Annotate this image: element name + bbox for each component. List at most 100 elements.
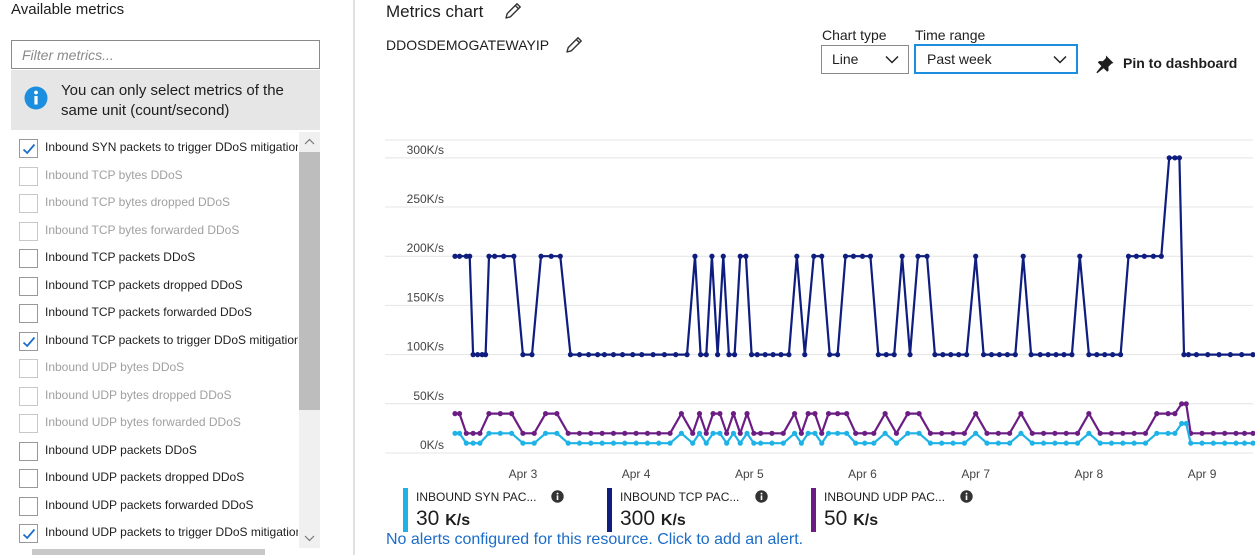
- checkbox-checked[interactable]: [19, 331, 38, 351]
- checkbox-checked[interactable]: [19, 139, 38, 158]
- metric-item[interactable]: Inbound SYN packets to trigger DDoS miti…: [11, 135, 298, 162]
- metric-item[interactable]: Inbound UDP packets DDoS: [11, 438, 298, 465]
- info-icon[interactable]: [755, 490, 768, 503]
- edit-title-pencil-icon[interactable]: [502, 0, 524, 22]
- edit-resource-pencil-icon[interactable]: [563, 34, 585, 56]
- checkbox-checked[interactable]: [19, 524, 38, 543]
- metric-item[interactable]: Inbound TCP bytes forwarded DDoS: [11, 218, 298, 245]
- checkbox-unchecked[interactable]: [19, 496, 38, 516]
- metric-item[interactable]: Inbound TCP bytes DDoS: [11, 163, 298, 190]
- series-inbound-tcp-pac-: [452, 155, 1255, 358]
- legend-value: 50 K/s: [824, 507, 878, 531]
- data-point: [780, 440, 786, 446]
- data-point: [1086, 430, 1092, 436]
- panel-title: Available metrics: [11, 1, 125, 18]
- data-point: [452, 411, 458, 417]
- time-range-dropdown[interactable]: Past week: [914, 44, 1078, 74]
- legend-item[interactable]: INBOUND TCP PAC... 300 K/s: [607, 488, 807, 534]
- data-point: [690, 430, 696, 436]
- data-point: [1176, 155, 1183, 161]
- checkbox-unchecked[interactable]: [19, 441, 38, 461]
- metric-label: Inbound TCP packets dropped DDoS: [45, 277, 243, 292]
- data-point: [805, 411, 811, 417]
- legend-series-name: INBOUND UDP PAC...: [824, 490, 945, 504]
- checkbox-unchecked[interactable]: [19, 221, 38, 241]
- data-point: [644, 440, 651, 446]
- checkbox-unchecked[interactable]: [19, 194, 38, 213]
- scroll-down-icon[interactable]: [299, 530, 320, 546]
- data-point: [1222, 430, 1228, 436]
- scroll-up-icon[interactable]: [299, 134, 320, 150]
- data-point: [1077, 253, 1083, 259]
- metric-item[interactable]: Inbound TCP packets forwarded DDoS: [11, 300, 298, 327]
- metric-item[interactable]: Inbound UDP packets dropped DDoS: [11, 465, 298, 492]
- data-point: [698, 352, 704, 358]
- metric-item[interactable]: Inbound TCP packets dropped DDoS: [11, 273, 298, 300]
- checkbox-unchecked[interactable]: [19, 276, 38, 296]
- available-metrics-panel: Available metrics You can only select me…: [0, 0, 330, 555]
- checkbox-unchecked[interactable]: [19, 166, 38, 186]
- data-point: [794, 253, 800, 259]
- data-point: [1222, 440, 1228, 446]
- legend-item[interactable]: INBOUND SYN PAC... 30 K/s: [403, 488, 603, 534]
- data-point: [477, 430, 483, 436]
- data-point: [452, 430, 458, 436]
- checkbox-unchecked[interactable]: [19, 359, 38, 378]
- data-point: [656, 440, 662, 446]
- info-icon[interactable]: [960, 490, 973, 503]
- metric-item[interactable]: Inbound TCP packets to trigger DDoS miti…: [11, 328, 298, 355]
- legend-item[interactable]: INBOUND UDP PAC... 50 K/s: [811, 488, 1011, 534]
- data-point: [812, 411, 818, 417]
- metric-item[interactable]: Inbound UDP bytes dropped DDoS: [11, 383, 298, 410]
- metric-item[interactable]: Inbound UDP bytes forwarded DDoS: [11, 410, 298, 437]
- data-point: [475, 352, 481, 358]
- data-point: [805, 430, 811, 436]
- data-point: [1142, 440, 1149, 446]
- scroll-thumb[interactable]: [299, 152, 320, 410]
- data-point: [650, 352, 656, 358]
- data-point: [743, 253, 749, 259]
- x-tick-label: Apr 8: [1075, 467, 1104, 481]
- data-point: [1172, 155, 1178, 161]
- data-point: [730, 411, 737, 417]
- data-point: [1074, 430, 1081, 436]
- metric-label: Inbound TCP bytes dropped DDoS: [45, 195, 231, 209]
- data-point: [610, 440, 617, 446]
- metric-item[interactable]: Inbound UDP packets forwarded DDoS: [11, 493, 298, 520]
- data-point: [862, 440, 868, 446]
- checkbox-unchecked[interactable]: [19, 249, 38, 268]
- horizontal-scroll-thumb[interactable]: [32, 549, 265, 555]
- checkbox-unchecked[interactable]: [19, 386, 38, 406]
- data-point: [1150, 253, 1156, 259]
- data-point: [576, 440, 583, 446]
- metric-item[interactable]: Inbound TCP packets DDoS: [11, 245, 298, 272]
- data-point: [1250, 430, 1255, 436]
- data-point: [1028, 352, 1034, 358]
- checkbox-unchecked[interactable]: [19, 469, 38, 488]
- checkbox-unchecked[interactable]: [19, 414, 38, 433]
- metric-item[interactable]: Inbound TCP bytes dropped DDoS: [11, 190, 298, 217]
- data-point: [842, 253, 849, 259]
- pin-to-dashboard-button[interactable]: Pin to dashboard: [1095, 52, 1245, 76]
- data-point: [973, 430, 979, 436]
- data-point: [1141, 253, 1147, 259]
- data-point: [961, 430, 967, 436]
- metric-list-scrollbar[interactable]: [299, 132, 320, 548]
- data-point: [1199, 440, 1205, 446]
- data-point: [769, 430, 775, 436]
- metric-item[interactable]: Inbound UDP packets to trigger DDoS miti…: [11, 520, 298, 547]
- filter-metrics-input[interactable]: [11, 40, 320, 69]
- data-point: [950, 440, 956, 446]
- data-point: [639, 352, 645, 358]
- data-point: [819, 440, 825, 446]
- data-point: [961, 440, 967, 446]
- chart-type-dropdown[interactable]: Line: [821, 45, 909, 74]
- checkbox-unchecked[interactable]: [19, 304, 38, 323]
- info-icon[interactable]: [551, 490, 564, 503]
- data-point: [576, 352, 583, 358]
- data-point: [769, 440, 775, 446]
- data-point: [667, 440, 673, 446]
- x-tick-label: Apr 9: [1188, 467, 1217, 481]
- add-alert-link[interactable]: No alerts configured for this resource. …: [386, 531, 804, 548]
- metric-item[interactable]: Inbound UDP bytes DDoS: [11, 355, 298, 382]
